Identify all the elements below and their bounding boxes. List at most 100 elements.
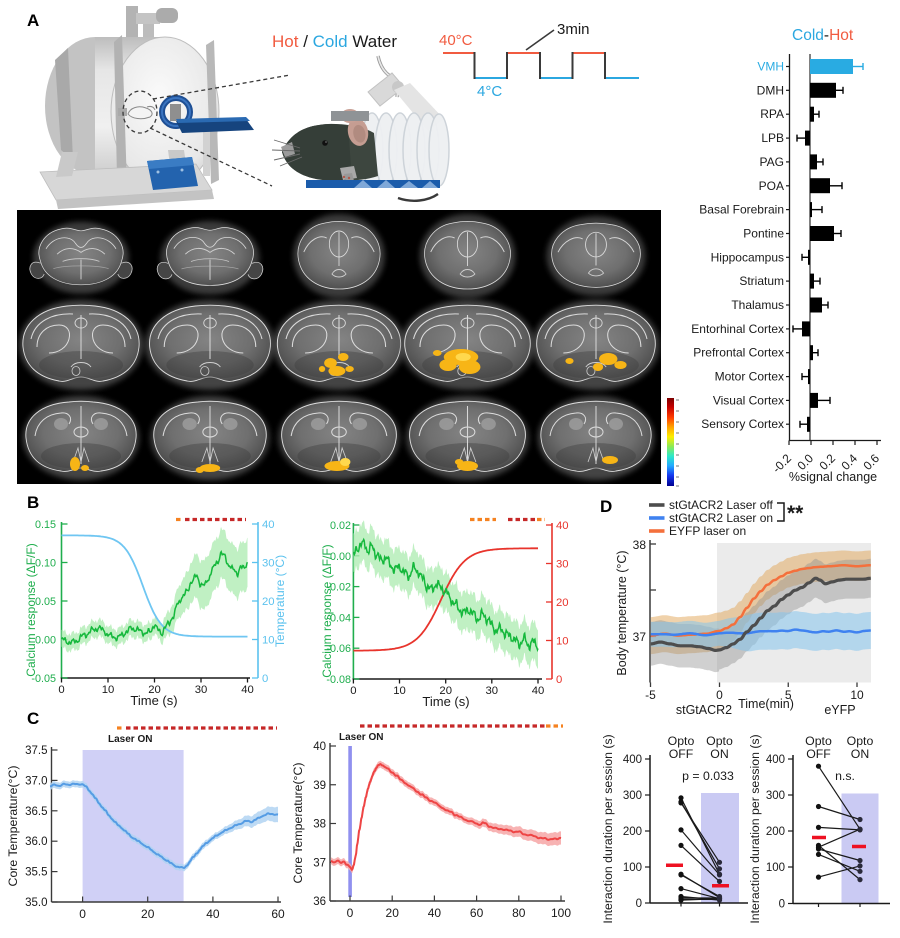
svg-text:20: 20 [141, 907, 155, 921]
svg-text:20: 20 [262, 596, 275, 608]
svg-text:Opto: Opto [847, 734, 874, 748]
svg-text:35.5: 35.5 [25, 867, 47, 879]
svg-text:4°C: 4°C [477, 83, 502, 100]
svg-text:A: A [27, 11, 39, 30]
svg-text:200: 200 [766, 826, 785, 838]
svg-text:37: 37 [633, 630, 647, 644]
svg-text:0.05: 0.05 [35, 596, 56, 608]
svg-text:ON: ON [710, 747, 728, 761]
svg-text:Pontine: Pontine [743, 227, 784, 241]
svg-text:38: 38 [313, 819, 326, 831]
svg-text:300: 300 [766, 790, 785, 802]
svg-text:30: 30 [556, 559, 569, 571]
svg-text:0: 0 [556, 674, 562, 686]
svg-text:Body temperature (°C): Body temperature (°C) [615, 550, 629, 675]
svg-text:0.00: 0.00 [330, 551, 351, 563]
svg-text:Laser ON: Laser ON [339, 732, 383, 743]
svg-text:3min: 3min [557, 21, 590, 38]
svg-text:37.0: 37.0 [25, 775, 47, 787]
svg-text:0.15: 0.15 [35, 519, 56, 531]
svg-text:400: 400 [623, 754, 642, 766]
svg-text:Time (s): Time (s) [422, 694, 469, 709]
svg-text:Motor Cortex: Motor Cortex [715, 370, 784, 384]
svg-text:Temperature (°C): Temperature (°C) [273, 555, 287, 647]
svg-text:300: 300 [623, 790, 642, 802]
svg-text:39: 39 [313, 780, 326, 792]
svg-text:30: 30 [262, 558, 275, 570]
svg-text:37: 37 [313, 857, 326, 869]
svg-text:10: 10 [393, 685, 406, 697]
svg-text:B: B [27, 493, 39, 512]
svg-text:DMH: DMH [757, 83, 784, 97]
svg-text:Laser ON: Laser ON [108, 734, 152, 745]
svg-text:80: 80 [512, 906, 526, 920]
svg-text:0: 0 [350, 685, 356, 697]
svg-text:Calcium response (ΔF/F): Calcium response (ΔF/F) [320, 544, 334, 677]
svg-text:10: 10 [262, 635, 275, 647]
svg-text:Entorhinal Cortex: Entorhinal Cortex [691, 322, 784, 336]
svg-text:200: 200 [623, 826, 642, 838]
svg-text:p = 0.033: p = 0.033 [682, 769, 734, 783]
svg-text:stGtACR2 Laser on: stGtACR2 Laser on [669, 511, 773, 525]
svg-text:10: 10 [556, 636, 569, 648]
svg-text:40: 40 [532, 685, 545, 697]
svg-text:PAG: PAG [760, 155, 784, 169]
svg-text:0: 0 [636, 898, 642, 910]
svg-text:Cold-Hot: Cold-Hot [792, 27, 854, 44]
svg-text:0: 0 [262, 673, 268, 685]
svg-text:%signal change: %signal change [789, 470, 877, 484]
svg-text:Sensory Cortex: Sensory Cortex [701, 417, 784, 431]
svg-text:40: 40 [206, 907, 220, 921]
svg-text:36: 36 [313, 896, 326, 908]
svg-text:60: 60 [271, 907, 285, 921]
svg-text:Striatum: Striatum [739, 274, 784, 288]
svg-text:EYFP laser on: EYFP laser on [669, 524, 746, 538]
svg-text:0: 0 [716, 688, 723, 702]
svg-text:0: 0 [347, 906, 354, 920]
svg-text:Interaction duration per sessi: Interaction duration per session (s) [601, 734, 615, 923]
svg-text:-0.05: -0.05 [31, 673, 56, 685]
svg-text:-0.02: -0.02 [326, 582, 351, 594]
svg-text:40: 40 [241, 684, 254, 696]
svg-text:0: 0 [779, 899, 785, 911]
svg-text:40: 40 [262, 519, 275, 531]
svg-text:30: 30 [195, 684, 208, 696]
svg-text:38: 38 [633, 538, 647, 552]
svg-text:40: 40 [313, 741, 326, 753]
svg-text:5: 5 [785, 688, 792, 702]
svg-text:40: 40 [556, 520, 569, 532]
svg-text:36.5: 36.5 [25, 806, 47, 818]
svg-text:OFF: OFF [669, 747, 694, 761]
svg-text:Interaction duration per sessi: Interaction duration per session (s) [748, 734, 762, 923]
svg-text:Calcium response (ΔF/F): Calcium response (ΔF/F) [24, 543, 38, 676]
svg-text:Visual Cortex: Visual Cortex [713, 393, 784, 407]
svg-text:30: 30 [486, 685, 499, 697]
svg-text:0: 0 [79, 907, 86, 921]
svg-text:Core Temperature(°C): Core Temperature(°C) [291, 763, 305, 884]
svg-text:LPB: LPB [761, 131, 784, 145]
svg-text:Opto: Opto [706, 734, 733, 748]
svg-text:**: ** [787, 502, 804, 525]
svg-text:100: 100 [551, 906, 571, 920]
svg-text:stGtACR2: stGtACR2 [676, 703, 732, 717]
svg-text:C: C [27, 709, 39, 728]
svg-text:-0.04: -0.04 [326, 612, 351, 624]
svg-text:-0.06: -0.06 [326, 643, 351, 655]
svg-text:400: 400 [766, 754, 785, 766]
svg-text:36.0: 36.0 [25, 836, 47, 848]
svg-text:Time(min): Time(min) [738, 697, 794, 711]
svg-text:100: 100 [766, 862, 785, 874]
svg-text:Hippocampus: Hippocampus [711, 250, 784, 264]
svg-text:-5: -5 [645, 688, 656, 702]
svg-text:-0.08: -0.08 [326, 674, 351, 686]
svg-text:100: 100 [623, 862, 642, 874]
svg-text:10: 10 [850, 688, 864, 702]
svg-text:40: 40 [428, 906, 442, 920]
svg-text:20: 20 [386, 906, 400, 920]
svg-text:Core Temperature(°C): Core Temperature(°C) [6, 766, 20, 887]
svg-text:20: 20 [148, 684, 161, 696]
svg-text:60: 60 [470, 906, 484, 920]
svg-text:Opto: Opto [805, 734, 832, 748]
svg-text:35.0: 35.0 [25, 897, 47, 909]
svg-text:0.02: 0.02 [330, 520, 351, 532]
